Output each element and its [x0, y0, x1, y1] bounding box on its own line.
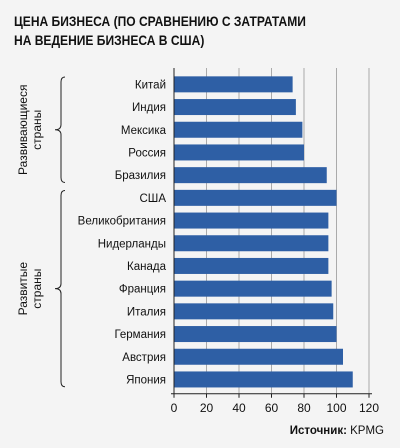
bar [174, 144, 304, 161]
x-tick-label: 0 [171, 401, 178, 415]
group-label-line: страны [30, 110, 44, 150]
x-tick-label: 60 [265, 401, 279, 415]
x-tick-label: 80 [297, 401, 311, 415]
bar [174, 348, 343, 365]
bar [174, 326, 337, 343]
category-label: Япония [126, 374, 166, 386]
x-tick-label: 20 [200, 401, 214, 415]
category-label: Великобритания [78, 216, 166, 228]
category-label: Франция [119, 284, 166, 296]
bar [174, 167, 327, 184]
category-label: Германия [114, 329, 166, 341]
source-value: KPMG [350, 425, 384, 437]
bar [174, 280, 332, 297]
category-label: Россия [128, 147, 166, 159]
bar [174, 212, 329, 229]
bar [174, 371, 353, 388]
bar [174, 235, 329, 252]
x-tick-label: 120 [359, 401, 379, 415]
bar [174, 121, 303, 138]
bar [174, 76, 293, 93]
category-label: Китай [135, 79, 166, 91]
category-label: Италия [127, 306, 166, 318]
group-brace [54, 190, 66, 388]
bar [174, 189, 337, 206]
category-label: Австрия [122, 352, 166, 364]
group-label-line: Развитые [16, 262, 30, 316]
group-label: Развивающиесястраны [16, 85, 44, 175]
category-label: Индия [132, 102, 166, 114]
chart-title: ЦЕНА БИЗНЕСА (ПО СРАВНЕНИЮ С ЗАТРАТАМИ Н… [14, 13, 306, 48]
x-tick-label: 100 [326, 401, 346, 415]
source-label: Источник: [289, 425, 347, 437]
x-tick-label: 40 [232, 401, 246, 415]
group-brace [54, 76, 66, 183]
category-label: Бразилия [115, 170, 166, 182]
group-label: Развитыестраны [16, 262, 44, 316]
bar [174, 303, 334, 320]
group-label-line: страны [30, 269, 44, 309]
category-label: США [139, 193, 166, 205]
category-label: Нидерланды [98, 238, 166, 250]
group-label-line: Развивающиеся [16, 85, 30, 175]
category-label: Мексика [121, 125, 167, 137]
bar [174, 99, 296, 116]
bar [174, 257, 329, 274]
category-label: Канада [127, 261, 167, 273]
source-note: Источник: KPMG [290, 425, 384, 437]
